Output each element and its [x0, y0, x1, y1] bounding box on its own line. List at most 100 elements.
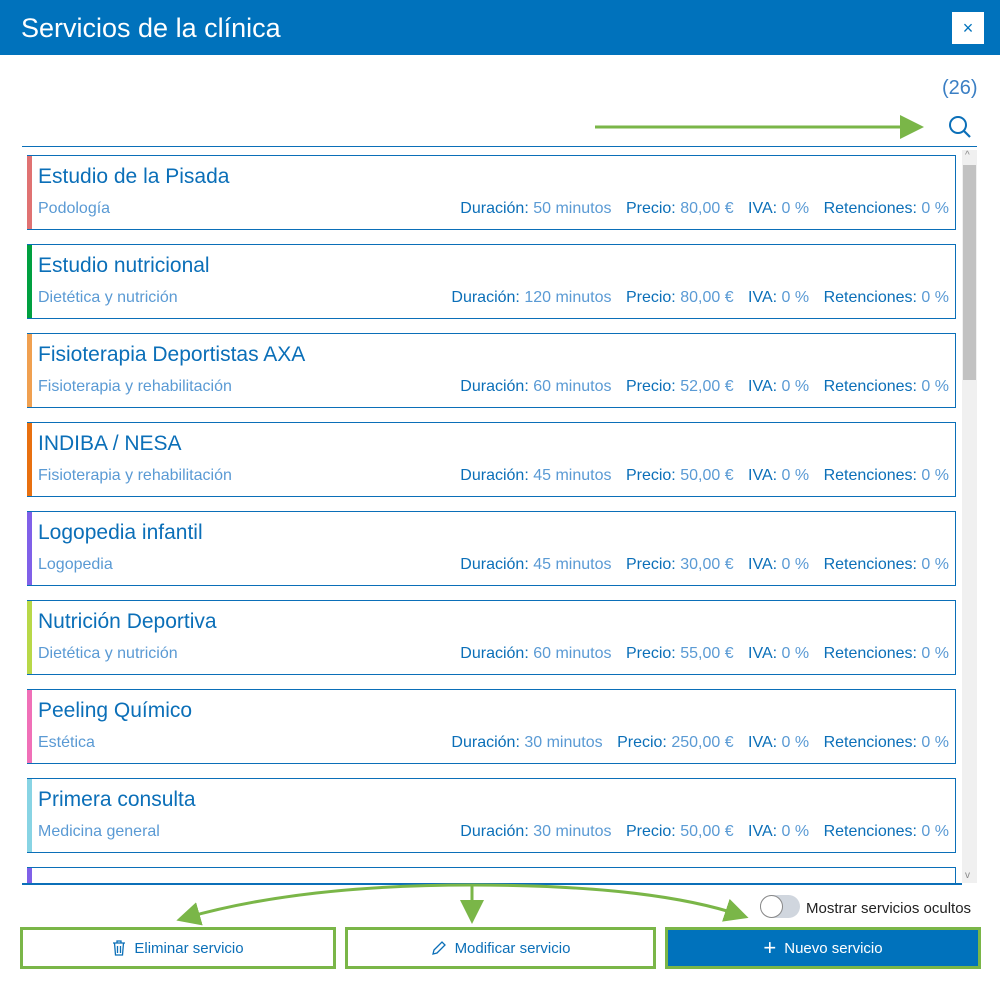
- retention-value: 0 %: [921, 823, 949, 840]
- iva-label: IVA:: [748, 823, 778, 840]
- dialog-header: Servicios de la clínica ×: [0, 0, 1000, 55]
- service-name: Estudio de la Pisada: [38, 165, 230, 188]
- service-category: Dietética y nutrición: [38, 289, 178, 306]
- duration-label: Duración:: [460, 467, 529, 484]
- pencil-icon: [431, 941, 446, 955]
- duration-label: Duración:: [460, 200, 529, 217]
- service-card[interactable]: Logopedia infantil Logopedia Duración: 4…: [27, 511, 956, 586]
- service-details: Duración: 30 minutos Precio: 250,00 € IV…: [451, 734, 949, 752]
- show-hidden-label: Mostrar servicios ocultos: [806, 900, 972, 917]
- price-label: Precio:: [625, 467, 676, 484]
- scroll-down-icon[interactable]: v: [965, 870, 970, 881]
- iva-value: 0 %: [781, 289, 810, 306]
- service-category: Logopedia: [38, 556, 113, 573]
- service-category: Estética: [38, 734, 95, 751]
- retention-label: Retenciones:: [823, 734, 917, 751]
- price-value: 50,00 €: [680, 823, 734, 840]
- scrollbar[interactable]: ^ v: [962, 150, 977, 883]
- service-card[interactable]: Fisioterapia Deportistas AXA Fisioterapi…: [27, 333, 956, 408]
- price-value: 55,00 €: [680, 645, 734, 662]
- iva-value: 0 %: [781, 378, 810, 395]
- service-card[interactable]: INDIBA / NESA Fisioterapia y rehabilitac…: [27, 422, 956, 497]
- service-card[interactable]: Estudio de la Pisada Podología Duración:…: [27, 155, 956, 230]
- service-name: Nutrición Deportiva: [38, 610, 217, 633]
- scrollbar-thumb[interactable]: [963, 165, 976, 380]
- duration-label: Duración:: [460, 645, 529, 662]
- duration-value: 50 minutos: [533, 200, 612, 217]
- duration-value: 45 minutos: [533, 467, 612, 484]
- new-service-label: Nuevo servicio: [784, 939, 883, 957]
- service-category: Podología: [38, 200, 111, 217]
- iva-label: IVA:: [748, 289, 778, 306]
- scroll-up-icon[interactable]: ^: [965, 150, 970, 161]
- service-card[interactable]: Primera consulta Medicina general Duraci…: [27, 778, 956, 853]
- retention-value: 0 %: [921, 378, 949, 395]
- iva-value: 0 %: [781, 200, 810, 217]
- divider: [22, 146, 977, 147]
- iva-label: IVA:: [748, 645, 778, 662]
- service-details: Duración: 45 minutos Precio: 30,00 € IVA…: [460, 556, 949, 574]
- iva-value: 0 %: [781, 556, 810, 573]
- duration-label: Duración:: [451, 289, 520, 306]
- iva-label: IVA:: [748, 734, 778, 751]
- price-value: 30,00 €: [680, 556, 734, 573]
- service-details: Duración: 50 minutos Precio: 80,00 € IVA…: [460, 200, 949, 218]
- service-category: Medicina general: [38, 823, 160, 840]
- price-value: 80,00 €: [680, 200, 734, 217]
- toggle-knob: [760, 895, 783, 918]
- show-hidden-toggle[interactable]: [760, 895, 800, 918]
- retention-label: Retenciones:: [823, 467, 917, 484]
- edit-service-label: Modificar servicio: [454, 939, 571, 957]
- service-card-partial[interactable]: [27, 867, 956, 883]
- close-button[interactable]: ×: [952, 12, 984, 44]
- duration-value: 60 minutos: [533, 378, 612, 395]
- search-icon: [949, 116, 971, 138]
- category-color-stripe: [27, 690, 32, 763]
- service-category: Fisioterapia y rehabilitación: [38, 378, 232, 395]
- price-label: Precio:: [625, 289, 676, 306]
- delete-service-label: Eliminar servicio: [134, 939, 244, 957]
- category-color-stripe: [27, 868, 32, 883]
- retention-label: Retenciones:: [823, 289, 917, 306]
- category-color-stripe: [27, 779, 32, 852]
- delete-service-button[interactable]: Eliminar servicio: [20, 927, 336, 969]
- category-color-stripe: [27, 512, 32, 585]
- iva-value: 0 %: [781, 645, 810, 662]
- new-service-button[interactable]: + Nuevo servicio: [665, 927, 981, 969]
- price-label: Precio:: [617, 734, 667, 751]
- service-card[interactable]: Peeling Químico Estética Duración: 30 mi…: [27, 689, 956, 764]
- service-details: Duración: 60 minutos Precio: 55,00 € IVA…: [460, 645, 949, 663]
- service-details: Duración: 30 minutos Precio: 50,00 € IVA…: [460, 823, 949, 841]
- category-color-stripe: [27, 334, 32, 407]
- divider: [22, 883, 962, 885]
- service-card[interactable]: Estudio nutricional Dietética y nutrició…: [27, 244, 956, 319]
- dialog-title: Servicios de la clínica: [21, 13, 281, 43]
- retention-label: Retenciones:: [823, 556, 917, 573]
- retention-value: 0 %: [921, 467, 949, 484]
- search-button[interactable]: [947, 114, 973, 145]
- retention-value: 0 %: [921, 200, 949, 217]
- category-color-stripe: [27, 601, 32, 674]
- retention-value: 0 %: [921, 289, 949, 306]
- service-category: Fisioterapia y rehabilitación: [38, 467, 232, 484]
- service-details: Duración: 45 minutos Precio: 50,00 € IVA…: [460, 467, 949, 485]
- iva-value: 0 %: [781, 467, 810, 484]
- plus-icon: +: [763, 935, 777, 960]
- duration-value: 120 minutos: [524, 289, 612, 306]
- service-list: Estudio de la Pisada Podología Duración:…: [22, 150, 962, 883]
- price-label: Precio:: [625, 556, 676, 573]
- service-card[interactable]: Nutrición Deportiva Dietética y nutrició…: [27, 600, 956, 675]
- service-name: INDIBA / NESA: [38, 432, 182, 455]
- service-count: (26): [942, 77, 978, 99]
- service-category: Dietética y nutrición: [38, 645, 178, 662]
- category-color-stripe: [27, 423, 32, 496]
- duration-label: Duración:: [460, 556, 529, 573]
- retention-value: 0 %: [921, 734, 949, 751]
- category-color-stripe: [27, 156, 32, 229]
- edit-service-button[interactable]: Modificar servicio: [345, 927, 656, 969]
- service-name: Fisioterapia Deportistas AXA: [38, 343, 306, 366]
- duration-value: 45 minutos: [533, 556, 612, 573]
- service-name: Logopedia infantil: [38, 521, 203, 544]
- iva-value: 0 %: [781, 823, 810, 840]
- retention-value: 0 %: [921, 645, 949, 662]
